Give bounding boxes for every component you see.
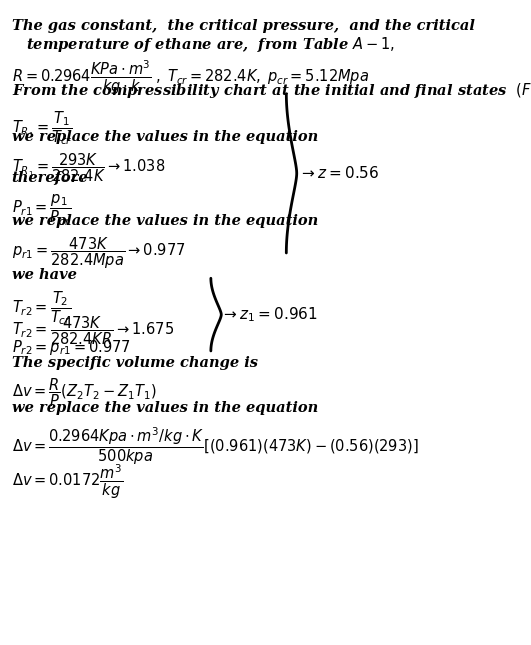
Text: $T_{R_1}=\dfrac{T_1}{T_{cr}}$: $T_{R_1}=\dfrac{T_1}{T_{cr}}$ (12, 109, 72, 147)
Text: we have: we have (12, 268, 76, 281)
Text: $\Delta v=0.0172\dfrac{m^3}{kg}$: $\Delta v=0.0172\dfrac{m^3}{kg}$ (12, 463, 123, 501)
Text: From the compressibility chart at the initial and final states  $(Fig.\;A-15)\,,: From the compressibility chart at the in… (12, 81, 531, 100)
Text: $T_{R_1}=\dfrac{293K}{282.4K}\rightarrow 1.038$: $T_{R_1}=\dfrac{293K}{282.4K}\rightarrow… (12, 151, 165, 184)
Text: therefore: therefore (12, 171, 88, 185)
Text: $\rightarrow z=0.56$: $\rightarrow z=0.56$ (299, 165, 380, 181)
Text: temperature of ethane are,  from Table $A-1,$: temperature of ethane are, from Table $A… (26, 35, 395, 54)
Text: $P_{r1}=\dfrac{p_1}{P_{cr}}$: $P_{r1}=\dfrac{p_1}{P_{cr}}$ (12, 192, 71, 228)
Text: $\Delta v=\dfrac{R}{P}\left(Z_2T_2-Z_1T_1\right)$: $\Delta v=\dfrac{R}{P}\left(Z_2T_2-Z_1T_… (12, 377, 156, 410)
Text: $T_{r2}=\dfrac{473K}{282.4KR}\rightarrow 1.675$: $T_{r2}=\dfrac{473K}{282.4KR}\rightarrow… (12, 315, 174, 348)
Text: we replace the values in the equation: we replace the values in the equation (12, 213, 318, 228)
Text: we replace the values in the equation: we replace the values in the equation (12, 401, 318, 415)
Text: $P_{r2}=p_{r1}=0.977$: $P_{r2}=p_{r1}=0.977$ (12, 338, 130, 357)
Text: The specific volume change is: The specific volume change is (12, 356, 258, 370)
Text: we replace the values in the equation: we replace the values in the equation (12, 130, 318, 144)
Text: $R=0.2964\dfrac{KPa\cdot m^3}{kg\cdot k}\;,\;T_{cr}=282.4K,\;p_{cr}=5.12Mpa$: $R=0.2964\dfrac{KPa\cdot m^3}{kg\cdot k}… (12, 58, 369, 97)
Text: $\Delta v=\dfrac{0.2964Kpa\cdot m^3/kg\cdot K}{500kpa}\left[(0.961)(473K)-(0.56): $\Delta v=\dfrac{0.2964Kpa\cdot m^3/kg\c… (12, 426, 418, 468)
Text: The gas constant,  the critical pressure,  and the critical: The gas constant, the critical pressure,… (12, 19, 474, 33)
Text: $T_{r2}=\dfrac{T_2}{T_{cr}}$: $T_{r2}=\dfrac{T_2}{T_{cr}}$ (12, 289, 71, 327)
Text: $\rightarrow z_1=0.961$: $\rightarrow z_1=0.961$ (221, 306, 318, 324)
Text: $p_{r1}=\dfrac{473K}{282.4Mpa}\rightarrow 0.977$: $p_{r1}=\dfrac{473K}{282.4Mpa}\rightarro… (12, 235, 185, 271)
